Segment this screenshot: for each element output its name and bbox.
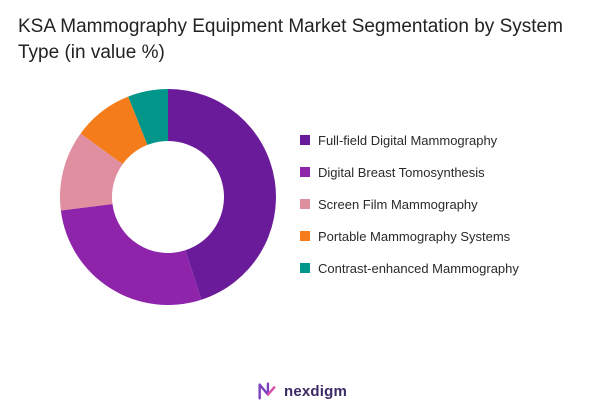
legend-item: Screen Film Mammography	[300, 188, 519, 220]
legend-label: Screen Film Mammography	[318, 196, 478, 212]
legend-label: Contrast-enhanced Mammography	[318, 260, 519, 276]
donut-slices	[60, 89, 277, 305]
brand-name: nexdigm	[283, 382, 348, 400]
legend-item: Digital Breast Tomosynthesis	[300, 156, 519, 188]
legend-swatch	[300, 263, 310, 273]
slice-contrast-enhanced-mammography	[128, 89, 168, 145]
legend-item: Contrast-enhanced Mammography	[300, 252, 519, 284]
legend-swatch	[300, 231, 310, 241]
legend-swatch	[300, 135, 310, 145]
slice-digital-breast-tomosynthesis	[60, 204, 202, 305]
legend-item: Full-field Digital Mammography	[300, 124, 519, 156]
legend-label: Full-field Digital Mammography	[318, 132, 498, 148]
brand: nexdigm	[0, 380, 603, 402]
slice-portable-mammography-systems	[80, 96, 148, 165]
legend-swatch	[300, 167, 310, 177]
chart-legend: Full-field Digital Mammography Digital Br…	[300, 124, 519, 284]
legend-label: Portable Mammography Systems	[318, 228, 511, 244]
legend-swatch	[300, 199, 310, 209]
legend-label: Digital Breast Tomosynthesis	[318, 164, 485, 180]
slice-full-field-digital-mammography	[168, 89, 277, 300]
legend-item: Portable Mammography Systems	[300, 220, 519, 252]
slice-screen-film-mammography	[60, 133, 123, 211]
chart-title: KSA Mammography Equipment Market Segment…	[18, 16, 563, 63]
nexdigm-logo-icon	[258, 382, 276, 400]
